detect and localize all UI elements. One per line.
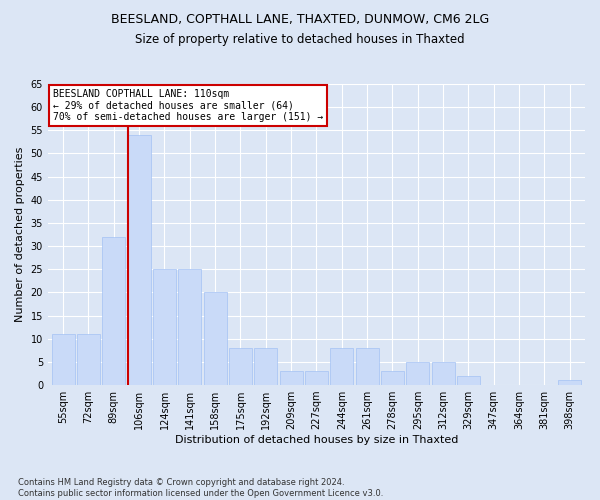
Bar bbox=[204, 292, 227, 385]
Bar bbox=[432, 362, 455, 385]
Text: BEESLAND, COPTHALL LANE, THAXTED, DUNMOW, CM6 2LG: BEESLAND, COPTHALL LANE, THAXTED, DUNMOW… bbox=[111, 12, 489, 26]
Bar bbox=[559, 380, 581, 385]
Bar bbox=[280, 371, 302, 385]
Bar bbox=[77, 334, 100, 385]
Bar bbox=[381, 371, 404, 385]
Bar bbox=[229, 348, 252, 385]
Bar bbox=[178, 270, 201, 385]
Bar bbox=[406, 362, 429, 385]
Bar bbox=[331, 348, 353, 385]
Text: Contains HM Land Registry data © Crown copyright and database right 2024.
Contai: Contains HM Land Registry data © Crown c… bbox=[18, 478, 383, 498]
Bar bbox=[457, 376, 480, 385]
Text: Size of property relative to detached houses in Thaxted: Size of property relative to detached ho… bbox=[135, 32, 465, 46]
Bar bbox=[103, 237, 125, 385]
Y-axis label: Number of detached properties: Number of detached properties bbox=[15, 147, 25, 322]
X-axis label: Distribution of detached houses by size in Thaxted: Distribution of detached houses by size … bbox=[175, 435, 458, 445]
Bar bbox=[356, 348, 379, 385]
Bar bbox=[254, 348, 277, 385]
Bar bbox=[305, 371, 328, 385]
Bar bbox=[153, 270, 176, 385]
Text: BEESLAND COPTHALL LANE: 110sqm
← 29% of detached houses are smaller (64)
70% of : BEESLAND COPTHALL LANE: 110sqm ← 29% of … bbox=[53, 88, 323, 122]
Bar bbox=[128, 135, 151, 385]
Bar bbox=[52, 334, 74, 385]
